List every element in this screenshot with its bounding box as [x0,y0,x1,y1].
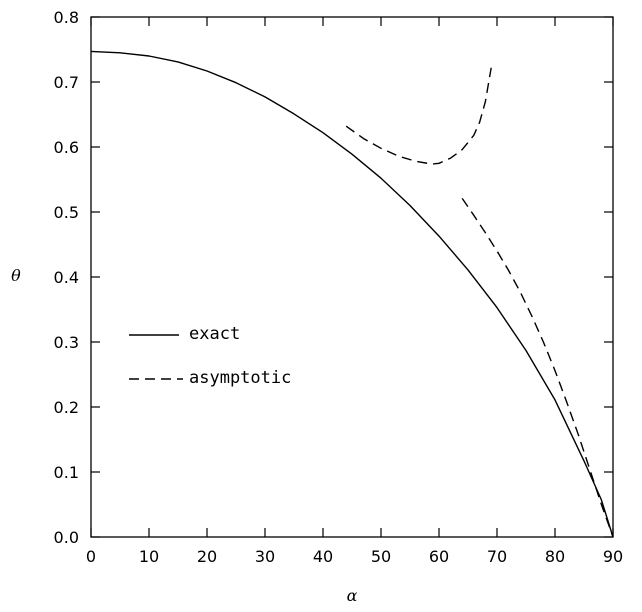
y-tick-label: 0.7 [54,73,79,92]
legend-label-asymptotic: asymptotic [189,368,291,388]
legend-label-exact: exact [189,324,240,344]
x-tick-label: 30 [255,547,275,566]
x-tick-label: 10 [139,547,159,566]
x-tick-label: 0 [86,547,96,566]
plot-frame [90,16,614,538]
y-tick-label: 0.6 [54,138,79,157]
x-tick-label: 70 [487,547,507,566]
y-tick-label: 0.0 [54,528,79,547]
y-tick-label: 0.3 [54,333,79,352]
y-tick-label: 0.8 [54,8,79,27]
y-axis-label: θ [11,266,21,285]
series-layer [90,50,614,538]
x-tick-label: 80 [545,547,565,566]
legend: exact asymptotic [129,324,291,388]
y-tick-label: 0.1 [54,463,79,482]
x-ticks: 0 10 20 30 40 50 60 70 80 90 [86,17,623,566]
x-tick-label: 40 [313,547,333,566]
series-line-exact [90,50,614,538]
y-tick-label: 0.5 [54,203,79,222]
x-axis-label: α [347,586,358,605]
x-tick-label: 50 [371,547,391,566]
x-tick-label: 20 [197,547,217,566]
y-ticks: 0.0 0.1 0.2 0.3 0.4 0.5 0.6 0.7 0.8 [54,8,613,547]
series-line-asymptotic [345,67,492,165]
y-tick-label: 0.2 [54,398,79,417]
x-tick-label: 90 [603,547,623,566]
x-tick-label: 60 [429,547,449,566]
series-line-asymptotic [461,198,614,538]
y-tick-label: 0.4 [54,268,79,287]
